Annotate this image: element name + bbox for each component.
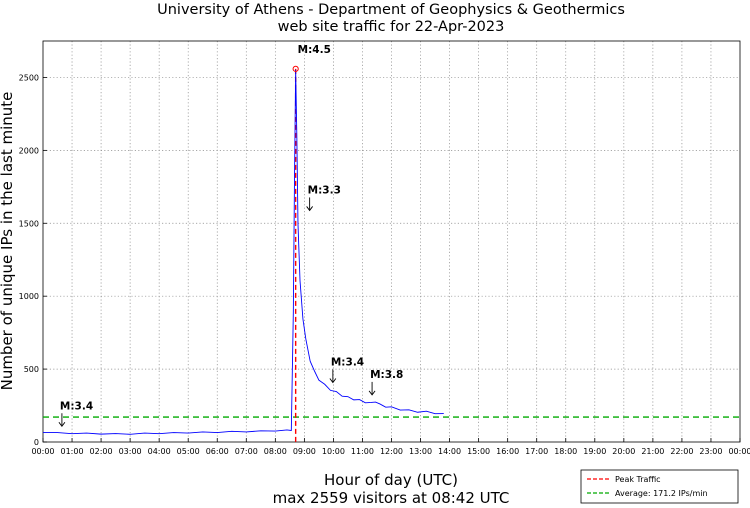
- annotation-arrow-head: [368, 390, 376, 396]
- x-tick-label: 18:00: [554, 447, 577, 456]
- x-axis-sublabel: max 2559 visitors at 08:42 UTC: [273, 489, 510, 507]
- annotations: M:3.4 M:4.5 M:3.3 M:3.4 M:3.8: [58, 44, 403, 428]
- annotation-label: M:3.4: [331, 357, 364, 369]
- annotation-label: M:3.4: [60, 400, 93, 412]
- x-tick-label: 16:00: [496, 447, 519, 456]
- legend-box: [580, 469, 739, 504]
- x-tick-label: 11:00: [351, 447, 374, 456]
- x-tick-label: 13:00: [409, 447, 432, 456]
- x-tick-label: 12:00: [380, 447, 403, 456]
- y-tick-label: 2000: [19, 146, 39, 155]
- x-tick-label: 19:00: [583, 447, 606, 456]
- series-group: [43, 65, 444, 435]
- y-tick-label: 0: [34, 438, 39, 447]
- y-axis-label: Number of unique IPs in the last minute: [0, 92, 16, 391]
- x-tick-label: 03:00: [119, 447, 142, 456]
- y-tick-label: 1000: [19, 292, 39, 301]
- annotation-label: M:3.3: [308, 184, 341, 196]
- annotation-arrow-head: [58, 421, 66, 428]
- x-tick-label: 01:00: [61, 447, 84, 456]
- x-axis-label: Hour of day (UTC): [324, 471, 458, 489]
- x-tick-label: 04:00: [148, 447, 171, 456]
- y-tick-label: 500: [24, 365, 39, 374]
- x-tick-label: 22:00: [670, 447, 693, 456]
- legend: Peak Traffic Average: 171.2 IPs/min: [580, 469, 739, 504]
- x-tick-label: 10:00: [322, 447, 345, 456]
- traffic-series-line: [43, 69, 444, 435]
- x-tick-label: 21:00: [641, 447, 664, 456]
- x-tick-label: 00:00: [31, 447, 54, 456]
- x-tick-label: 20:00: [612, 447, 635, 456]
- chart-subtitle: web site traffic for 22-Apr-2023: [278, 19, 505, 35]
- x-tick-label: 07:00: [235, 447, 258, 456]
- x-tick-label: 08:00: [264, 447, 287, 456]
- y-tick-label: 2500: [19, 73, 39, 82]
- x-tick-label: 17:00: [525, 447, 548, 456]
- x-axis: 00:00 01:00 02:00 03:00 04:00 05:00 06:00 07:00…: [31, 438, 750, 456]
- annotation-arrow-head: [306, 206, 313, 212]
- peak-marker: [292, 65, 299, 72]
- x-tick-label: 14:00: [438, 447, 461, 456]
- x-tick-label: 06:00: [206, 447, 229, 456]
- annotation-arrow-head: [329, 378, 337, 384]
- legend-label: Peak Traffic: [615, 475, 661, 484]
- x-tick-label: 05:00: [177, 447, 200, 456]
- x-tick-label: 09:00: [293, 447, 316, 456]
- chart-title: University of Athens - Department of Geo…: [157, 2, 625, 18]
- grid: [43, 41, 740, 442]
- y-axis: 0 500 1000 1500 2000 2500: [19, 73, 47, 447]
- x-tick-label: 15:00: [467, 447, 490, 456]
- y-tick-label: 1500: [19, 219, 39, 228]
- x-tick-label: 02:00: [90, 447, 113, 456]
- annotation-label: M:3.8: [370, 369, 403, 381]
- annotation-label: M:4.5: [298, 44, 331, 56]
- x-tick-label: 23:00: [699, 447, 722, 456]
- x-tick-label: 00:00: [728, 447, 750, 456]
- legend-label: Average: 171.2 IPs/min: [615, 489, 708, 498]
